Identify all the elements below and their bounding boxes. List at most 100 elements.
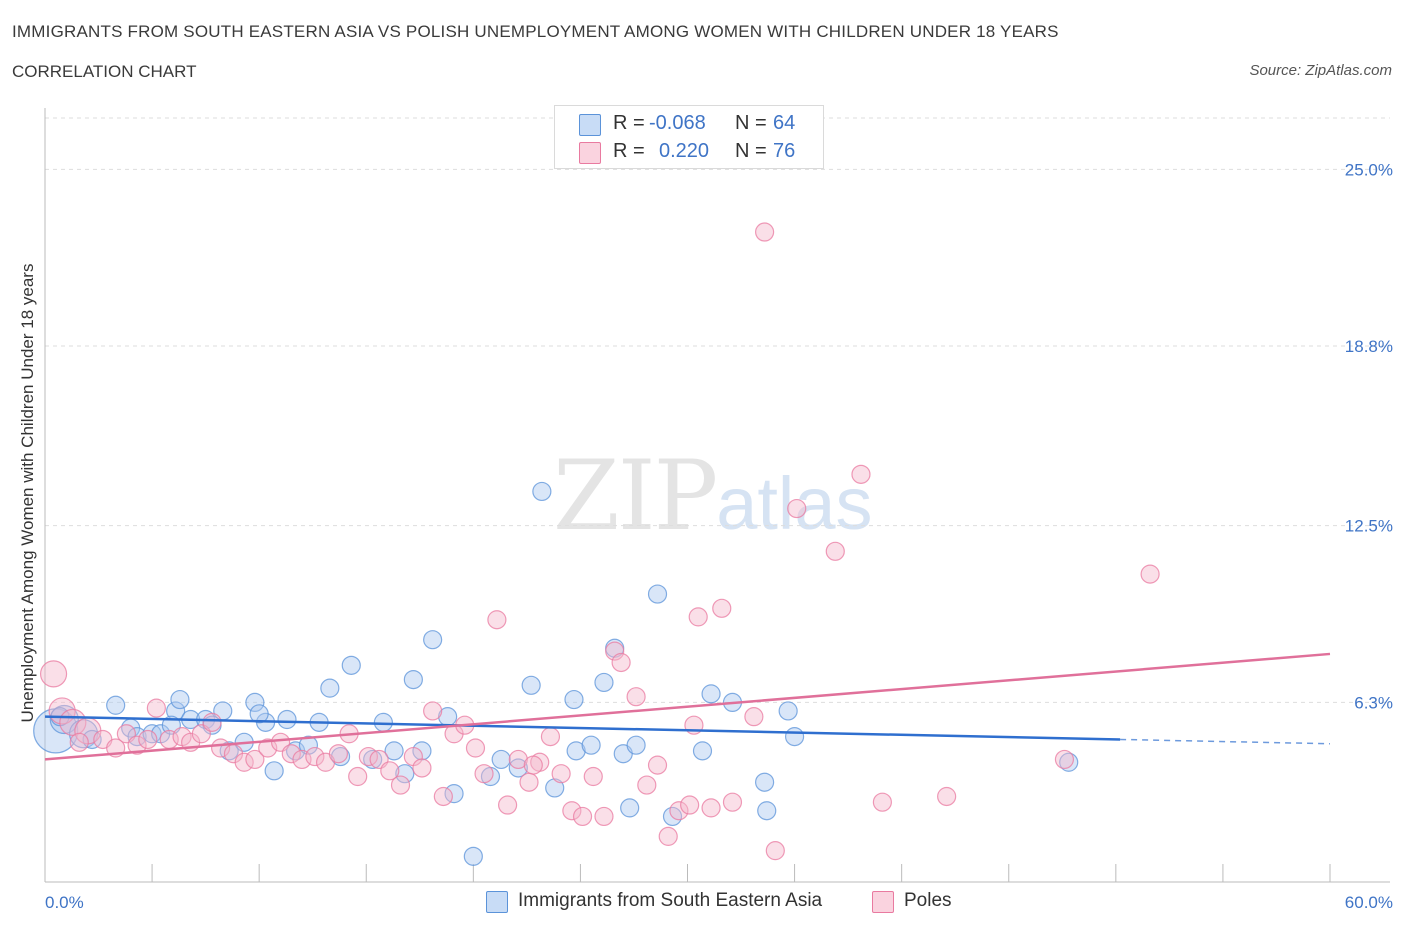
chart-subtitle: CORRELATION CHART — [12, 62, 197, 81]
trend-line-immigrants — [44, 715, 1121, 741]
scatter-point-immigrants — [581, 735, 601, 755]
legend-label-poles: Poles — [904, 890, 952, 911]
scatter-point-immigrants — [521, 675, 541, 695]
scatter-point-poles — [647, 755, 668, 775]
scatter-point-poles — [825, 541, 845, 561]
legend-swatch-pink — [579, 142, 601, 164]
scatter-point-poles — [658, 826, 678, 846]
scatter-point-immigrants — [403, 669, 423, 690]
scatter-point-immigrants — [298, 735, 319, 755]
legend-n-label: N = — [735, 140, 767, 162]
scatter-point-poles — [519, 772, 539, 792]
scatter-point-poles — [669, 801, 689, 821]
legend-r-value: -0.068 — [649, 112, 706, 134]
scatter-point-immigrants — [532, 481, 552, 502]
source-label: Source: ZipAtlas.com — [1249, 62, 1392, 79]
scatter-point-poles — [937, 786, 957, 807]
scatter-point-immigrants — [444, 784, 464, 804]
legend-label-immigrants: Immigrants from South Eastern Asia — [518, 890, 823, 911]
scatter-point-poles — [605, 641, 625, 661]
scatter-point-poles — [1140, 564, 1160, 584]
scatter-point-immigrants — [106, 695, 126, 715]
scatter-point-poles — [465, 738, 486, 758]
scatter-point-poles — [202, 712, 222, 732]
scatter-point-immigrants — [341, 655, 361, 675]
watermark-zip: ZIP — [553, 440, 718, 552]
scatter-point-poles — [423, 701, 443, 721]
x-tick-label: 60.0% — [1345, 893, 1393, 912]
legend-swatch-blue — [486, 891, 508, 913]
scatter-point-poles — [358, 746, 378, 767]
scatter-point-immigrants — [545, 778, 565, 798]
scatter-point-poles — [69, 732, 89, 752]
scatter-point-immigrants — [566, 741, 586, 761]
watermark: ZIPatlas — [553, 440, 873, 552]
scatter-point-poles — [872, 792, 892, 812]
scatter-point-immigrants — [330, 746, 351, 767]
scatter-point-immigrants — [170, 689, 190, 710]
scatter-point-poles — [412, 758, 432, 778]
scatter-point-poles — [744, 707, 764, 727]
scatter-point-immigrants — [249, 704, 269, 724]
y-axis-label: Unemployment Among Women with Children U… — [18, 263, 37, 723]
scatter-point-poles — [688, 607, 708, 627]
scatter-point-poles — [1054, 749, 1075, 770]
scatter-point-poles — [508, 749, 528, 770]
scatter-point-poles — [562, 801, 582, 821]
y-tick-label: 12.5% — [1345, 517, 1393, 536]
correlation-legend: R = -0.068 N = 64 R = 0.220 N = 76 — [554, 105, 824, 169]
scatter-point-poles — [851, 464, 871, 484]
scatter-point-poles — [765, 841, 785, 861]
scatter-point-immigrants — [320, 678, 340, 698]
scatter-point-poles — [433, 786, 453, 807]
legend-r-label: R = — [613, 112, 645, 134]
scatter-point-poles — [626, 687, 646, 707]
trend-line-immigrants-extension — [1120, 738, 1331, 745]
legend-n-label: N = — [735, 112, 767, 134]
scatter-point-poles — [754, 222, 775, 242]
y-tick-label: 25.0% — [1345, 160, 1393, 179]
scatter-point-immigrants — [692, 741, 713, 761]
scatter-point-poles — [787, 498, 807, 519]
scatter-point-poles — [523, 755, 543, 775]
scatter-point-immigrants — [647, 584, 668, 604]
scatter-point-immigrants — [564, 689, 584, 710]
scatter-point-poles — [245, 749, 265, 770]
scatter-point-poles — [637, 775, 657, 795]
watermark-atlas: atlas — [716, 462, 873, 545]
scatter-point-poles — [474, 764, 494, 784]
legend-n-value: 76 — [773, 140, 796, 162]
scatter-point-immigrants — [594, 672, 614, 693]
scatter-point-poles — [680, 795, 700, 815]
scatter-point-immigrants — [423, 630, 443, 650]
scatter-point-poles — [390, 775, 411, 795]
scatter-point-poles — [328, 744, 349, 764]
scatter-point-immigrants — [626, 735, 646, 755]
scatter-point-poles — [348, 766, 368, 787]
legend-swatch-blue — [579, 114, 601, 136]
scatter-point-poles — [611, 652, 631, 673]
scatter-point-immigrants — [757, 801, 777, 821]
scatter-point-poles — [722, 792, 743, 812]
chart-title: IMMIGRANTS FROM SOUTH EASTERN ASIA VS PO… — [12, 22, 1059, 41]
scatter-point-poles — [146, 698, 166, 718]
scatter-point-poles — [39, 660, 68, 688]
legend-r-label: R = — [613, 140, 645, 162]
scatter-point-poles — [594, 806, 614, 827]
scatter-point-poles — [551, 764, 571, 784]
y-tick-label: 6.3% — [1354, 693, 1393, 712]
scatter-point-immigrants — [463, 846, 483, 866]
scatter-point-poles — [583, 766, 603, 787]
scatter-point-immigrants — [778, 701, 798, 721]
scatter-point-immigrants — [620, 798, 640, 818]
scatter-point-poles — [572, 806, 593, 827]
scatter-point-poles — [487, 610, 507, 630]
trend-line-poles — [44, 652, 1331, 761]
scatter-point-poles — [701, 798, 721, 818]
scatter-point-immigrants — [395, 764, 415, 784]
x-tick-label: 0.0% — [45, 893, 84, 912]
scatter-point-poles — [540, 727, 561, 747]
scatter-point-immigrants — [245, 692, 265, 713]
scatter-point-immigrants — [264, 761, 284, 781]
